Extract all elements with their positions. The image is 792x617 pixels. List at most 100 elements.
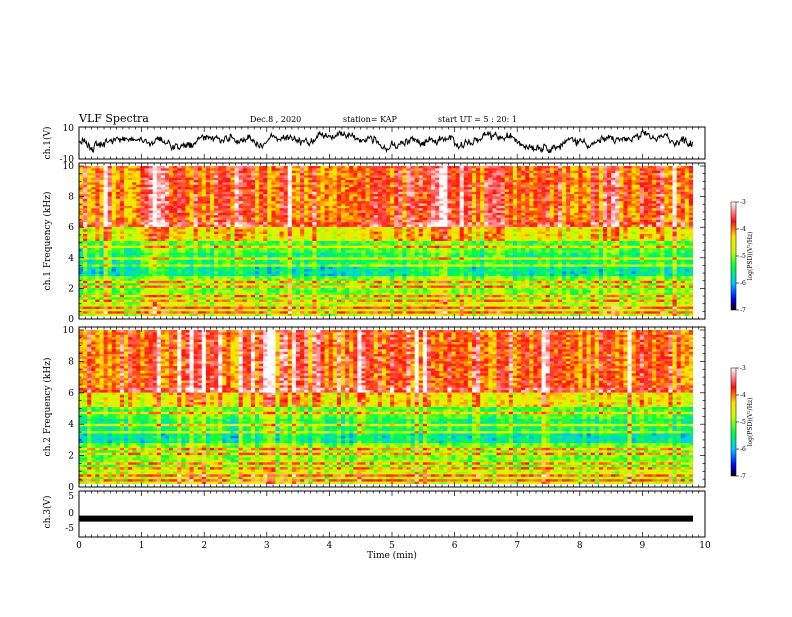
ch1-spectrogram-cell xyxy=(247,187,251,190)
ch1-spectrogram-cell xyxy=(472,185,476,188)
ch1-spectrogram-cell xyxy=(239,239,243,242)
ch1-spectrogram-cell xyxy=(533,175,537,178)
ch1-spectrogram-cell xyxy=(517,206,521,209)
ch1-spectrogram-cell xyxy=(275,168,279,171)
ch1-spectrogram-cell xyxy=(619,189,623,192)
ch1-spectrogram-cell xyxy=(390,220,394,223)
ch1-spectrogram-cell xyxy=(525,192,529,195)
ch1-spectrogram-cell xyxy=(198,175,202,178)
ch1-spectrogram-cell xyxy=(406,213,410,216)
ch1-spectrogram-cell xyxy=(394,194,398,197)
ch1-spectrogram-cell xyxy=(546,220,550,223)
ch1-spectrogram-cell xyxy=(149,222,153,225)
ch1-spectrogram-cell xyxy=(492,171,496,174)
ch1-spectrogram-cell xyxy=(476,194,480,197)
ch1-spectrogram-cell xyxy=(402,192,406,195)
ch1-spectrogram-cell xyxy=(476,180,480,183)
ch1-spectrogram-cell xyxy=(239,168,243,171)
ch1-spectrogram-cell xyxy=(222,201,226,204)
ch1-spectrogram-cell xyxy=(472,182,476,185)
ch1-spectrogram-cell xyxy=(685,182,689,185)
ch1-spectrogram-cell xyxy=(427,222,431,225)
ch1-spectrogram-cell xyxy=(460,187,464,190)
ch1-spectrogram-cell xyxy=(685,220,689,223)
ch1-spectrogram-cell xyxy=(87,166,91,169)
ch1-spectrogram-cell xyxy=(406,192,410,195)
ch1-spectrogram-cell xyxy=(292,182,296,185)
ch1-spectrogram-cell xyxy=(542,182,546,185)
ch1-spectrogram-cell xyxy=(505,180,509,183)
ch1-spectrogram-cell xyxy=(402,227,406,230)
ch1-spectrogram-cell xyxy=(648,196,652,199)
ch1-spectrogram-cell xyxy=(153,199,157,202)
ch1-spectrogram-cell xyxy=(492,236,496,239)
ch1-spectrogram-cell xyxy=(157,196,161,199)
ch1-spectrogram-cell xyxy=(366,229,370,232)
ch1-spectrogram-cell xyxy=(235,175,239,178)
ch1-spectrogram-cell xyxy=(529,194,533,197)
ch1-spectrogram-cell xyxy=(615,234,619,237)
ch1-spectrogram-cell xyxy=(149,211,153,214)
ch1-spectrogram-cell xyxy=(140,189,144,192)
ch1-spectrogram-cell xyxy=(349,208,353,211)
ch1-spectrogram-cell xyxy=(259,185,263,188)
ch1-spectrogram-cell xyxy=(587,236,591,239)
ch1-spectrogram-cell xyxy=(325,192,329,195)
ch1-spectrogram-cell xyxy=(542,213,546,216)
ch1-spectrogram-cell xyxy=(91,220,95,223)
ch1-spectrogram-cell xyxy=(554,192,558,195)
ch1-spectrogram-cell xyxy=(640,215,644,218)
ch1-spectrogram-cell xyxy=(439,220,443,223)
ch1-spectrogram-cell xyxy=(386,175,390,178)
ch1-spectrogram-cell xyxy=(644,204,648,207)
ch1-spectrogram-cell xyxy=(173,192,177,195)
ch1-spectrogram-cell xyxy=(632,204,636,207)
ch1-spectrogram-cell xyxy=(402,185,406,188)
ch1-spectrogram-cell xyxy=(165,173,169,176)
ch1-spectrogram-cell xyxy=(235,194,239,197)
ch1-spectrogram-cell xyxy=(587,206,591,209)
ch1-spectrogram-cell xyxy=(222,189,226,192)
ch1-spectrogram-cell xyxy=(263,215,267,218)
ch1-spectrogram-cell xyxy=(439,166,443,169)
ch1-spectrogram-cell xyxy=(157,229,161,232)
ch1-spectrogram-cell xyxy=(288,222,292,225)
ch1-spectrogram-cell xyxy=(153,175,157,178)
ch1-spectrogram-cell xyxy=(243,225,247,228)
ch1-spectrogram-cell xyxy=(529,234,533,237)
ch1-spectrogram-cell xyxy=(214,180,218,183)
ch1-spectrogram-cell xyxy=(222,185,226,188)
ch1-spectrogram-cell xyxy=(288,239,292,242)
ch1-spectrogram-cell xyxy=(689,175,693,178)
ch1-spectrogram-cell xyxy=(214,206,218,209)
ch1-spectrogram-cell xyxy=(603,171,607,174)
ch1-spectrogram-cell xyxy=(325,208,329,211)
ch1-spectrogram-cell xyxy=(517,236,521,239)
ch1-spectrogram-cell xyxy=(316,175,320,178)
ch1-spectrogram-cell xyxy=(632,227,636,230)
ch1-spectrogram-cell xyxy=(591,180,595,183)
ch1-spectrogram-cell xyxy=(628,236,632,239)
ch1-spectrogram-cell xyxy=(480,236,484,239)
ch1-spectrogram-cell xyxy=(554,171,558,174)
ch1-spectrogram-cell xyxy=(521,180,525,183)
ch1-spectrogram-cell xyxy=(132,171,136,174)
ch1-spectrogram-cell xyxy=(611,199,615,202)
ch1-spectrogram-cell xyxy=(435,185,439,188)
ch1-spectrogram-cell xyxy=(591,204,595,207)
ch1-spectrogram-cell xyxy=(357,171,361,174)
ch1-spectrogram-cell xyxy=(128,187,132,190)
ch1-spectrogram-cell xyxy=(648,236,652,239)
ch1-spectrogram-cell xyxy=(587,196,591,199)
ch1-spectrogram-cell xyxy=(382,194,386,197)
ch1-spectrogram-cell xyxy=(165,180,169,183)
ch1-spectrogram-cell xyxy=(595,208,599,211)
ch1-spectrogram-cell xyxy=(525,234,529,237)
ch1-spectrogram-cell xyxy=(275,206,279,209)
ch1-spectrogram-cell xyxy=(235,236,239,239)
ch1-spectrogram-cell xyxy=(177,220,181,223)
ch1-spectrogram-cell xyxy=(333,225,337,228)
ch1-spectrogram-cell xyxy=(415,196,419,199)
ch1-spectrogram-cell xyxy=(562,227,566,230)
ch1-spectrogram-cell xyxy=(99,199,103,202)
